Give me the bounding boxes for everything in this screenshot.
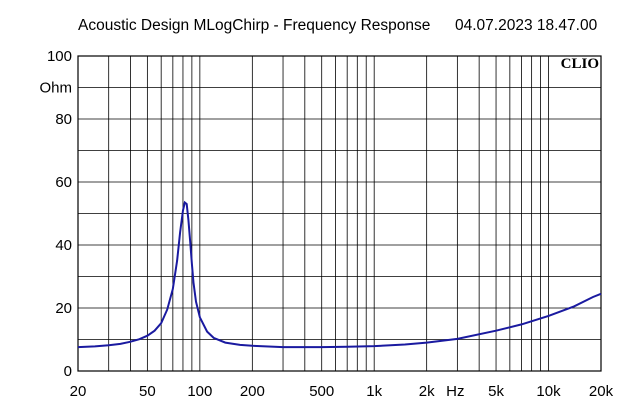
x-tick-label: 5k (488, 383, 504, 400)
y-tick-labels: 0 20 40 60 80 100 (47, 48, 72, 380)
chart-title: Acoustic Design MLogChirp - Frequency Re… (78, 17, 431, 34)
clio-logo: CLIO (561, 56, 599, 72)
x-tick-label: 20 (70, 383, 87, 400)
x-tick-label: 10k (536, 383, 561, 400)
x-tick-labels: 20 50 100 200 500 1k 2k 5k 10k 20k (70, 383, 614, 400)
y-axis-label: Ohm (39, 80, 72, 97)
x-tick-label: 1k (366, 383, 382, 400)
y-tick-label: 100 (47, 48, 72, 65)
y-tick-label: 60 (55, 174, 72, 191)
y-tick-label: 20 (55, 300, 72, 317)
y-tick-label: 40 (55, 237, 72, 254)
x-tick-label: 100 (187, 383, 212, 400)
plot-frame (77, 55, 602, 372)
x-tick-label: 50 (139, 383, 156, 400)
x-tick-label: 500 (309, 383, 334, 400)
timestamp: 04.07.2023 18.47.00 (455, 17, 598, 34)
impedance-curve (77, 200, 602, 349)
y-tick-label: 0 (64, 363, 72, 380)
x-tick-label: 200 (240, 383, 265, 400)
y-tick-label: 80 (55, 111, 72, 128)
x-tick-label: 2k (419, 383, 435, 400)
x-axis-unit: Hz (446, 383, 464, 400)
x-tick-label: 20k (589, 383, 614, 400)
